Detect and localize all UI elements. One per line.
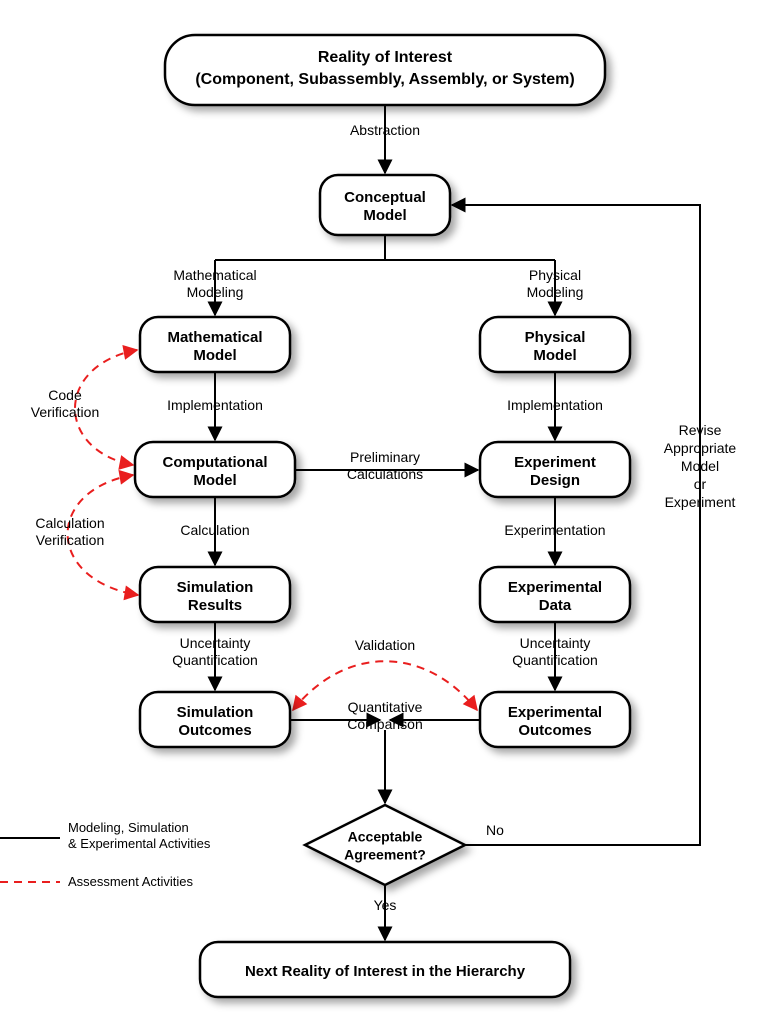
legend: Modeling, Simulation & Experimental Acti… bbox=[0, 820, 211, 889]
svg-text:Outcomes: Outcomes bbox=[518, 722, 591, 739]
node-experimental-data: Experimental Data bbox=[480, 567, 630, 622]
label-calcver-2: Verification bbox=[36, 532, 104, 548]
label-uq-right-2: Quantification bbox=[512, 652, 598, 668]
legend-solid-1: Modeling, Simulation bbox=[68, 820, 189, 835]
legend-dash: Assessment Activities bbox=[68, 874, 193, 889]
svg-text:Model: Model bbox=[533, 347, 576, 364]
svg-text:Agreement?: Agreement? bbox=[344, 847, 426, 863]
label-math-modeling-2: Modeling bbox=[187, 284, 244, 300]
svg-text:Simulation: Simulation bbox=[177, 704, 254, 721]
svg-text:Experimental: Experimental bbox=[508, 704, 602, 721]
svg-text:Next Reality of Interest in th: Next Reality of Interest in the Hierarch… bbox=[245, 963, 526, 980]
label-revise-3: Model bbox=[681, 458, 719, 474]
node-mathematical-model: Mathematical Model bbox=[140, 317, 290, 372]
node-simulation-results: Simulation Results bbox=[140, 567, 290, 622]
label-math-modeling-1: Mathematical bbox=[173, 267, 256, 283]
node-computational-model: Computational Model bbox=[135, 442, 295, 497]
label-prelim-1: Preliminary bbox=[350, 449, 420, 465]
legend-solid-2: & Experimental Activities bbox=[68, 836, 211, 851]
svg-text:Model: Model bbox=[363, 207, 406, 224]
svg-text:Conceptual: Conceptual bbox=[344, 189, 426, 206]
label-revise-2: Appropriate bbox=[664, 440, 737, 456]
label-codever-1: Code bbox=[48, 387, 82, 403]
svg-text:Simulation: Simulation bbox=[177, 579, 254, 596]
label-calculation: Calculation bbox=[180, 522, 249, 538]
label-phys-modeling-2: Modeling bbox=[527, 284, 584, 300]
svg-text:(Component, Subassembly, Assem: (Component, Subassembly, Assembly, or Sy… bbox=[195, 71, 574, 88]
label-prelim-2: Calculations bbox=[347, 466, 423, 482]
svg-text:Experimental: Experimental bbox=[508, 579, 602, 596]
label-phys-modeling-1: Physical bbox=[529, 267, 581, 283]
svg-text:Results: Results bbox=[188, 597, 242, 614]
label-quant-2: Comparison bbox=[347, 716, 422, 732]
label-yes: Yes bbox=[374, 897, 397, 913]
node-reality: Reality of Interest (Component, Subassem… bbox=[165, 35, 605, 105]
svg-text:Computational: Computational bbox=[163, 454, 268, 471]
svg-text:Reality of Interest: Reality of Interest bbox=[318, 49, 453, 66]
label-quant-1: Quantitative bbox=[348, 699, 423, 715]
svg-text:Model: Model bbox=[193, 347, 236, 364]
svg-text:Experiment: Experiment bbox=[514, 454, 596, 471]
label-impl-right: Implementation bbox=[507, 397, 603, 413]
svg-text:Outcomes: Outcomes bbox=[178, 722, 251, 739]
node-physical-model: Physical Model bbox=[480, 317, 630, 372]
node-next-reality: Next Reality of Interest in the Hierarch… bbox=[200, 942, 570, 997]
node-conceptual: Conceptual Model bbox=[320, 175, 450, 235]
svg-text:Physical: Physical bbox=[525, 329, 586, 346]
label-experimentation: Experimentation bbox=[504, 522, 605, 538]
label-codever-2: Verification bbox=[31, 404, 99, 420]
node-decision: Acceptable Agreement? bbox=[305, 805, 465, 885]
label-revise-4: or bbox=[694, 476, 707, 492]
label-uq-left-1: Uncertainty bbox=[180, 635, 251, 651]
svg-text:Data: Data bbox=[539, 597, 572, 614]
node-experiment-design: Experiment Design bbox=[480, 442, 630, 497]
flowchart-canvas: Abstraction Mathematical Modeling Physic… bbox=[0, 0, 770, 1028]
svg-text:Design: Design bbox=[530, 472, 580, 489]
label-no: No bbox=[486, 822, 504, 838]
label-uq-left-2: Quantification bbox=[172, 652, 258, 668]
label-revise-1: Revise bbox=[679, 422, 722, 438]
svg-text:Acceptable: Acceptable bbox=[348, 829, 423, 845]
svg-text:Mathematical: Mathematical bbox=[167, 329, 262, 346]
label-abstraction: Abstraction bbox=[350, 122, 420, 138]
label-validation: Validation bbox=[355, 637, 415, 653]
node-experimental-outcomes: Experimental Outcomes bbox=[480, 692, 630, 747]
node-simulation-outcomes: Simulation Outcomes bbox=[140, 692, 290, 747]
label-calcver-1: Calculation bbox=[35, 515, 104, 531]
label-uq-right-1: Uncertainty bbox=[520, 635, 591, 651]
label-revise-5: Experiment bbox=[665, 494, 736, 510]
label-impl-left: Implementation bbox=[167, 397, 263, 413]
svg-text:Model: Model bbox=[193, 472, 236, 489]
